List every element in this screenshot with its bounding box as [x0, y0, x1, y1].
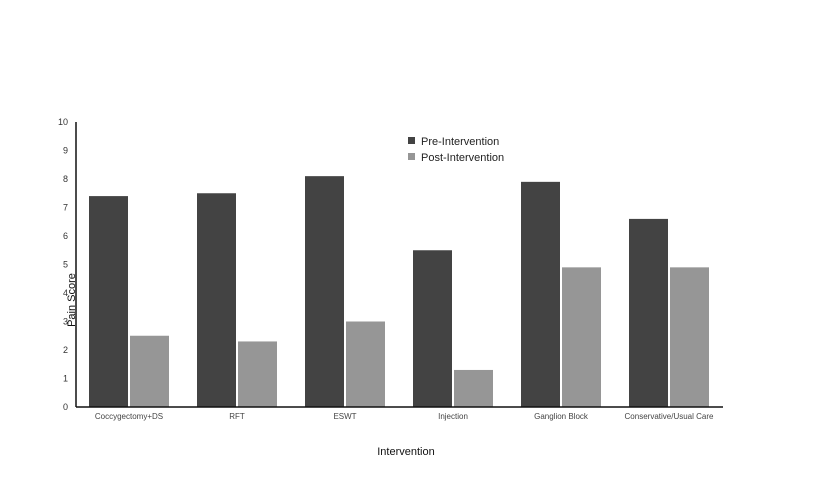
plot-area — [89, 176, 709, 407]
bar-pre-2 — [305, 176, 344, 407]
y-tick-label-3: 3 — [63, 317, 68, 327]
legend-label-post: Post-Intervention — [421, 152, 504, 164]
y-axis-label: Pain Score — [66, 273, 78, 327]
bar-post-5 — [670, 267, 709, 407]
bar-pre-4 — [521, 181, 560, 407]
y-tick-label-8: 8 — [63, 174, 68, 184]
x-axis-label: Intervention — [377, 446, 434, 458]
x-tick-label-0: Coccygectomy+DS — [95, 412, 163, 421]
x-tick-label-2: ESWT — [333, 412, 356, 421]
x-tick-label-4: Ganglion Block — [534, 412, 589, 421]
bar-post-4 — [562, 267, 601, 407]
legend-swatch-pre — [408, 137, 415, 144]
y-tick-label-6: 6 — [63, 231, 68, 241]
y-tick-label-5: 5 — [63, 260, 68, 270]
bar-pre-1 — [197, 193, 236, 407]
legend-label-pre: Pre-Intervention — [421, 136, 499, 148]
legend: Pre-Intervention Post-Intervention — [408, 136, 504, 164]
y-tick-label-7: 7 — [63, 203, 68, 213]
y-tick-label-10: 10 — [58, 117, 68, 127]
y-tick-label-0: 0 — [63, 402, 68, 412]
bar-post-3 — [454, 369, 493, 407]
y-tick-label-9: 9 — [63, 146, 68, 156]
x-tick-labels: Coccygectomy+DS RFT ESWT Injection Ganglion … — [95, 412, 714, 421]
bar-post-2 — [346, 321, 385, 407]
legend-swatch-post — [408, 153, 415, 160]
bar-pre-0 — [89, 196, 128, 407]
bar-pre-3 — [413, 250, 452, 407]
y-tick-labels: 0 1 2 3 4 5 6 7 8 9 10 — [58, 117, 68, 412]
y-tick-label-2: 2 — [63, 345, 68, 355]
bar-pre-5 — [629, 218, 668, 407]
y-tick-label-1: 1 — [63, 374, 68, 384]
bar-post-1 — [238, 341, 277, 407]
x-tick-label-1: RFT — [229, 412, 245, 421]
y-tick-label-4: 4 — [63, 288, 68, 298]
x-tick-label-3: Injection — [438, 412, 468, 421]
bar-post-0 — [130, 335, 169, 407]
x-tick-label-5: Conservative/Usual Care — [625, 412, 714, 421]
